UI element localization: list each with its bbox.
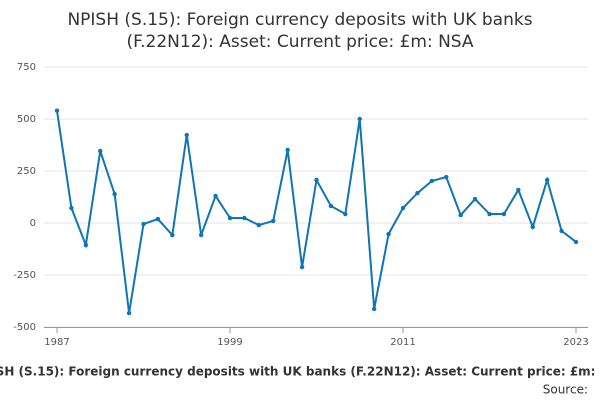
point xyxy=(516,187,521,193)
y-tick-label: 0 xyxy=(30,218,36,229)
point xyxy=(314,177,319,183)
point xyxy=(54,108,60,113)
point xyxy=(227,215,233,221)
chart-title: NPISH (S.15): Foreign currency deposits … xyxy=(67,10,532,30)
point xyxy=(141,221,146,227)
point xyxy=(357,116,362,122)
point xyxy=(242,215,247,221)
point xyxy=(559,228,564,234)
x-tick-label: 2023 xyxy=(563,337,588,348)
point xyxy=(69,205,74,211)
point xyxy=(328,203,334,209)
y-tick-label: 500 xyxy=(17,114,36,125)
point xyxy=(343,211,348,217)
y-tick-label: -500 xyxy=(13,322,36,333)
point xyxy=(573,239,579,245)
x-tick-label: 1999 xyxy=(217,337,242,348)
point xyxy=(98,148,103,154)
point xyxy=(400,205,406,211)
point xyxy=(501,211,507,217)
line xyxy=(56,110,577,314)
point xyxy=(429,178,435,184)
chart-title: (F.22N12): Asset: Current price: £m: NSA xyxy=(126,32,473,52)
point xyxy=(184,132,189,138)
point xyxy=(530,224,535,230)
point xyxy=(415,190,420,196)
point xyxy=(371,306,377,312)
x-tick-label: 2011 xyxy=(390,337,415,348)
point xyxy=(472,196,478,202)
point xyxy=(170,232,175,238)
point xyxy=(126,310,132,316)
point xyxy=(256,222,262,228)
point xyxy=(386,231,391,237)
source-label: Source: xyxy=(543,383,588,397)
point xyxy=(271,218,276,224)
point xyxy=(444,174,449,180)
point xyxy=(285,147,290,153)
point xyxy=(198,232,204,238)
point xyxy=(155,216,161,222)
point xyxy=(213,193,218,199)
y-tick-label: -250 xyxy=(13,270,36,281)
y-tick-label: 250 xyxy=(17,166,36,177)
point xyxy=(458,212,463,218)
point xyxy=(112,191,117,197)
x-tick-label: 1987 xyxy=(44,337,69,348)
point xyxy=(83,242,89,248)
y-tick-label: 750 xyxy=(17,62,36,73)
point xyxy=(544,177,550,183)
point xyxy=(299,264,305,270)
legend-label: NPISH (S.15): Foreign currency deposits … xyxy=(0,365,600,379)
point xyxy=(487,211,492,217)
